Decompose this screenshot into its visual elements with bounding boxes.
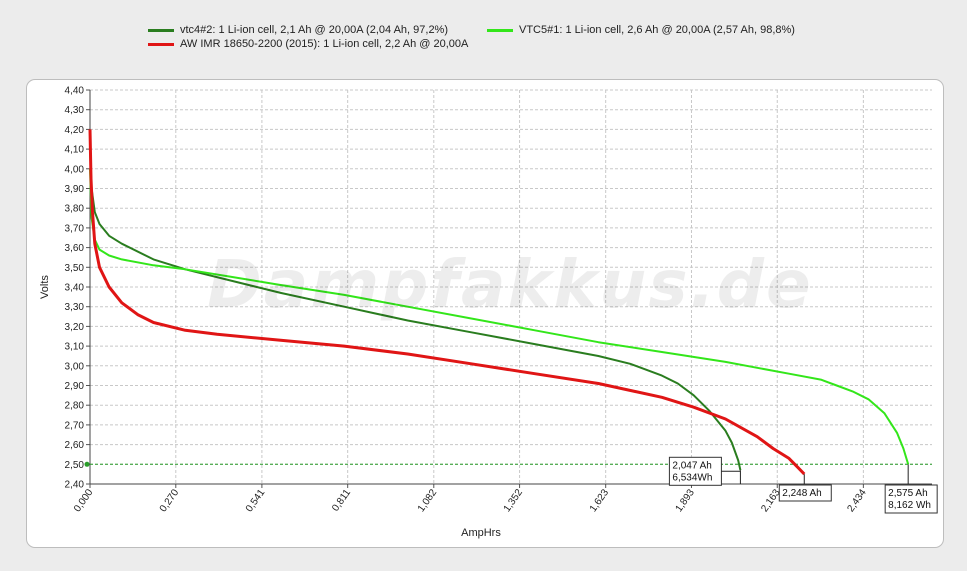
series-line-1 <box>89 149 742 471</box>
x-tick-label: 1,623 <box>588 487 612 514</box>
y-tick-label: 2,70 <box>65 420 85 431</box>
cutoff-marker <box>84 461 90 467</box>
legend-swatch-vtc5 <box>487 28 513 32</box>
x-tick-label: 1,082 <box>416 487 440 514</box>
y-tick-label: 3,50 <box>65 263 85 274</box>
y-tick-label: 3,90 <box>65 184 85 195</box>
legend-item-vtc4: vtc4#2: 1 Li-ion cell, 2,1 Ah @ 20,00A (… <box>148 23 448 37</box>
x-tick-label: 0,270 <box>158 487 182 514</box>
series-line-3 <box>88 129 806 476</box>
x-tick-label: 0,000 <box>72 487 96 514</box>
annotation-box <box>668 456 722 486</box>
y-tick-label: 4,20 <box>65 125 85 136</box>
y-tick-label: 2,60 <box>65 440 85 451</box>
x-tick-label: 2,434 <box>845 487 869 514</box>
y-tick-label: 3,40 <box>65 283 85 294</box>
legend-swatch-vtc4 <box>148 28 174 32</box>
x-tick-label: 1,893 <box>674 487 698 514</box>
legend-label-vtc4: vtc4#2: 1 Li-ion cell, 2,1 Ah @ 20,00A (… <box>180 24 449 36</box>
y-tick-label: 2,50 <box>65 460 85 471</box>
x-tick-label: 0,811 <box>330 487 353 514</box>
y-axis-title: Volts <box>39 275 51 299</box>
chart-panel <box>26 79 944 548</box>
y-tick-label: 4,30 <box>65 105 85 116</box>
y-tick-label: 3,20 <box>65 322 85 333</box>
annotation-text: 2,575 Ah <box>888 488 927 499</box>
legend-item-vtc5: VTC5#1: 1 Li-ion cell, 2,6 Ah @ 20,00A (… <box>487 23 795 37</box>
y-tick-label: 3,10 <box>65 342 85 353</box>
chart-legend: vtc4#2: 1 Li-ion cell, 2,1 Ah @ 20,00A (… <box>0 0 967 50</box>
x-axis-title: AmpHrs <box>461 527 501 539</box>
annotation-box <box>778 484 832 502</box>
y-tick-label: 3,00 <box>65 361 85 372</box>
annotation-text: 2,248 Ah <box>782 488 821 499</box>
legend-label-aw-imr: AW IMR 18650-2200 (2015): 1 Li-ion cell,… <box>180 38 469 50</box>
y-tick-label: 4,40 <box>65 86 85 97</box>
annotation-box <box>884 484 938 514</box>
y-tick-label: 3,80 <box>65 204 85 215</box>
annotation-text: 2,047 Ah <box>672 460 711 471</box>
y-tick-label: 2,80 <box>65 401 85 412</box>
y-tick-label: 4,00 <box>65 164 85 175</box>
y-tick-label: 2,90 <box>65 381 85 392</box>
legend-swatch-aw-imr <box>148 42 174 46</box>
y-tick-label: 4,10 <box>65 145 85 156</box>
annotation-text: 8,162 Wh <box>888 500 931 511</box>
y-tick-label: 3,60 <box>65 243 85 254</box>
legend-item-aw-imr: AW IMR 18650-2200 (2015): 1 Li-ion cell,… <box>148 37 468 51</box>
y-tick-label: 2,40 <box>65 480 85 491</box>
y-tick-label: 3,70 <box>65 223 85 234</box>
x-tick-label: 0,541 <box>244 487 268 514</box>
series-line-2 <box>89 168 910 465</box>
y-tick-label: 3,30 <box>65 302 85 313</box>
x-tick-label: 1,352 <box>502 487 526 514</box>
legend-label-vtc5: VTC5#1: 1 Li-ion cell, 2,6 Ah @ 20,00A (… <box>519 24 795 36</box>
annotation-text: 6,534Wh <box>672 472 712 483</box>
